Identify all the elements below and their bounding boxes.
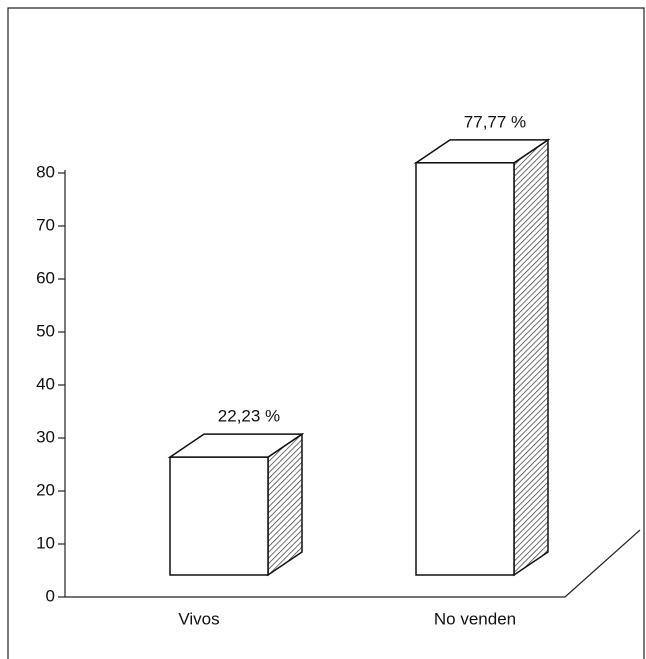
floor <box>65 529 641 598</box>
value-label: 77,77 % <box>464 112 526 131</box>
bar <box>415 162 515 576</box>
x-tick-label: Vivos <box>178 609 219 628</box>
bar-side <box>513 138 549 577</box>
y-tick-label: 0 <box>46 586 55 605</box>
y-tick-label: 80 <box>36 162 55 181</box>
bar-side <box>267 432 303 577</box>
frame <box>7 7 645 659</box>
x-tick-label: No venden <box>434 609 516 628</box>
y-tick-label: 50 <box>36 321 55 340</box>
y-tick-label: 30 <box>36 427 55 446</box>
y-tick-label: 20 <box>36 480 55 499</box>
y-tick-label: 40 <box>36 374 55 393</box>
y-tick-label: 70 <box>36 215 55 234</box>
y-tick-label: 10 <box>36 533 55 552</box>
value-label: 22,23 % <box>218 407 280 426</box>
bar <box>169 456 269 576</box>
y-tick-label: 60 <box>36 268 55 287</box>
